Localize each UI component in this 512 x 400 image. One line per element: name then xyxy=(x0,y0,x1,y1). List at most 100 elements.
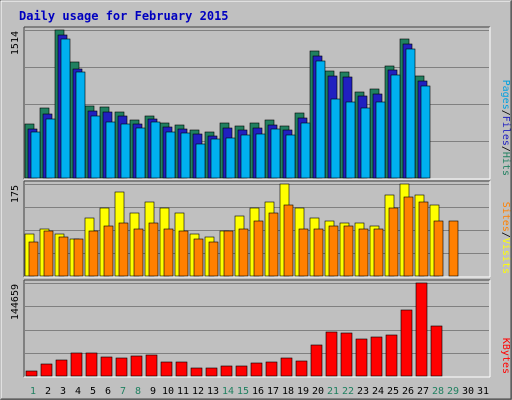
bar-sites-day-12 xyxy=(193,238,204,277)
chart-panels: 1514Pages/Files/Hits175Sites/Visits14465… xyxy=(10,26,511,378)
bar-sites-day-16 xyxy=(253,220,264,277)
bar-sites-day-9 xyxy=(148,222,159,277)
legend-item-files: Files xyxy=(500,116,511,146)
legend-separator: / xyxy=(500,146,511,152)
bar-sites-day-25 xyxy=(388,207,399,277)
bar-pages-day-11 xyxy=(180,132,191,179)
x-tick-label-day-10: 10 xyxy=(162,386,174,397)
x-tick-label-day-24: 24 xyxy=(372,386,384,397)
x-tick-label-day-17: 17 xyxy=(267,386,279,397)
x-tick-label-day-7: 7 xyxy=(120,386,126,397)
panel-top-legend: Pages/Files/Hits xyxy=(500,80,511,176)
bar-pages-day-23 xyxy=(360,107,371,179)
bar-pages-day-6 xyxy=(105,121,116,179)
bar-pages-day-14 xyxy=(225,137,236,179)
bar-kbytes-day-9 xyxy=(145,354,158,377)
panel-top-y-max-label: 1514 xyxy=(10,31,21,55)
panel-middle: 175 Sites/Visits xyxy=(10,180,511,278)
bar-sites-day-11 xyxy=(178,230,189,277)
bar-sites-day-7 xyxy=(118,222,129,277)
bar-kbytes-day-6 xyxy=(100,356,113,377)
bar-sites-day-21 xyxy=(328,225,339,277)
bar-kbytes-day-18 xyxy=(280,357,293,377)
bar-kbytes-day-7 xyxy=(115,357,128,377)
x-tick-label-day-28: 28 xyxy=(432,386,444,397)
panel-bottom: 144659 KBytes xyxy=(10,279,511,378)
bar-kbytes-day-8 xyxy=(130,355,143,377)
bar-pages-day-4 xyxy=(75,71,86,179)
x-tick-label-day-14: 14 xyxy=(222,386,234,397)
x-tick-label-day-23: 23 xyxy=(357,386,369,397)
legend-item-visits: Visits xyxy=(500,238,511,274)
bar-kbytes-day-27 xyxy=(415,282,428,377)
bar-kbytes-day-22 xyxy=(340,332,353,377)
x-tick-label-day-27: 27 xyxy=(417,386,429,397)
x-tick-label-day-29: 29 xyxy=(447,386,459,397)
legend-separator: / xyxy=(500,232,511,238)
x-tick-label-day-30: 30 xyxy=(462,386,474,397)
bar-kbytes-day-26 xyxy=(400,309,413,377)
bar-kbytes-day-25 xyxy=(385,334,398,377)
x-tick-label-day-22: 22 xyxy=(342,386,354,397)
x-tick-label-day-1: 1 xyxy=(30,386,36,397)
bar-pages-day-21 xyxy=(330,98,341,179)
x-tick-label-day-13: 13 xyxy=(207,386,219,397)
bar-kbytes-day-17 xyxy=(265,361,278,377)
bar-kbytes-day-1 xyxy=(25,370,38,377)
bar-pages-day-10 xyxy=(165,131,176,179)
bar-sites-day-23 xyxy=(358,228,369,277)
x-tick-label-day-2: 2 xyxy=(45,386,51,397)
x-tick-label-day-31: 31 xyxy=(477,386,489,397)
bar-sites-day-27 xyxy=(418,201,429,277)
chart-title: Daily usage for February 2015 xyxy=(19,9,229,23)
x-tick-label-day-19: 19 xyxy=(297,386,309,397)
bar-pages-day-16 xyxy=(255,133,266,179)
legend-separator: / xyxy=(500,110,511,116)
legend-item-sites: Sites xyxy=(500,202,511,232)
x-tick-label-day-4: 4 xyxy=(75,386,81,397)
bar-kbytes-day-24 xyxy=(370,336,383,377)
bar-pages-day-9 xyxy=(150,121,161,179)
bar-sites-day-10 xyxy=(163,228,174,277)
bar-pages-day-18 xyxy=(285,134,296,179)
bar-pages-day-17 xyxy=(270,128,281,179)
bar-pages-day-12 xyxy=(195,143,206,179)
bar-sites-day-26 xyxy=(403,196,414,277)
bar-sites-day-29 xyxy=(448,220,459,277)
bar-pages-day-22 xyxy=(345,101,356,179)
bar-kbytes-day-14 xyxy=(220,365,233,377)
x-tick-label-day-21: 21 xyxy=(327,386,339,397)
panel-bottom-legend: KBytes xyxy=(500,338,511,374)
bar-kbytes-day-12 xyxy=(190,367,203,377)
bar-kbytes-day-19 xyxy=(295,360,308,377)
panel-top: 1514 Pages/Files/Hits xyxy=(10,26,511,180)
bar-kbytes-day-5 xyxy=(85,352,98,377)
bar-sites-day-1 xyxy=(28,241,39,277)
bar-sites-day-3 xyxy=(58,236,69,277)
bar-kbytes-day-28 xyxy=(430,325,443,377)
x-tick-label-day-16: 16 xyxy=(252,386,264,397)
x-tick-label-day-12: 12 xyxy=(192,386,204,397)
legend-item-pages: Pages xyxy=(500,80,511,110)
bar-pages-day-8 xyxy=(135,127,146,179)
bar-sites-day-28 xyxy=(433,220,444,277)
bar-sites-day-19 xyxy=(298,228,309,277)
bar-kbytes-day-4 xyxy=(70,352,83,377)
bar-sites-day-20 xyxy=(313,228,324,277)
x-tick-label-day-11: 11 xyxy=(177,386,189,397)
bar-sites-day-15 xyxy=(238,228,249,277)
bar-sites-day-6 xyxy=(103,225,114,277)
panel-middle-y-max-label: 175 xyxy=(10,185,21,203)
bar-sites-day-17 xyxy=(268,212,279,277)
x-tick-label-day-18: 18 xyxy=(282,386,294,397)
bar-sites-day-24 xyxy=(373,228,384,277)
bar-pages-day-27 xyxy=(420,85,431,179)
bar-sites-day-4 xyxy=(73,238,84,277)
bar-pages-day-5 xyxy=(90,115,101,179)
bar-kbytes-day-10 xyxy=(160,361,173,377)
x-tick-label-day-25: 25 xyxy=(387,386,399,397)
bar-pages-day-7 xyxy=(120,123,131,179)
bar-pages-day-15 xyxy=(240,134,251,179)
bar-pages-day-24 xyxy=(375,101,386,179)
